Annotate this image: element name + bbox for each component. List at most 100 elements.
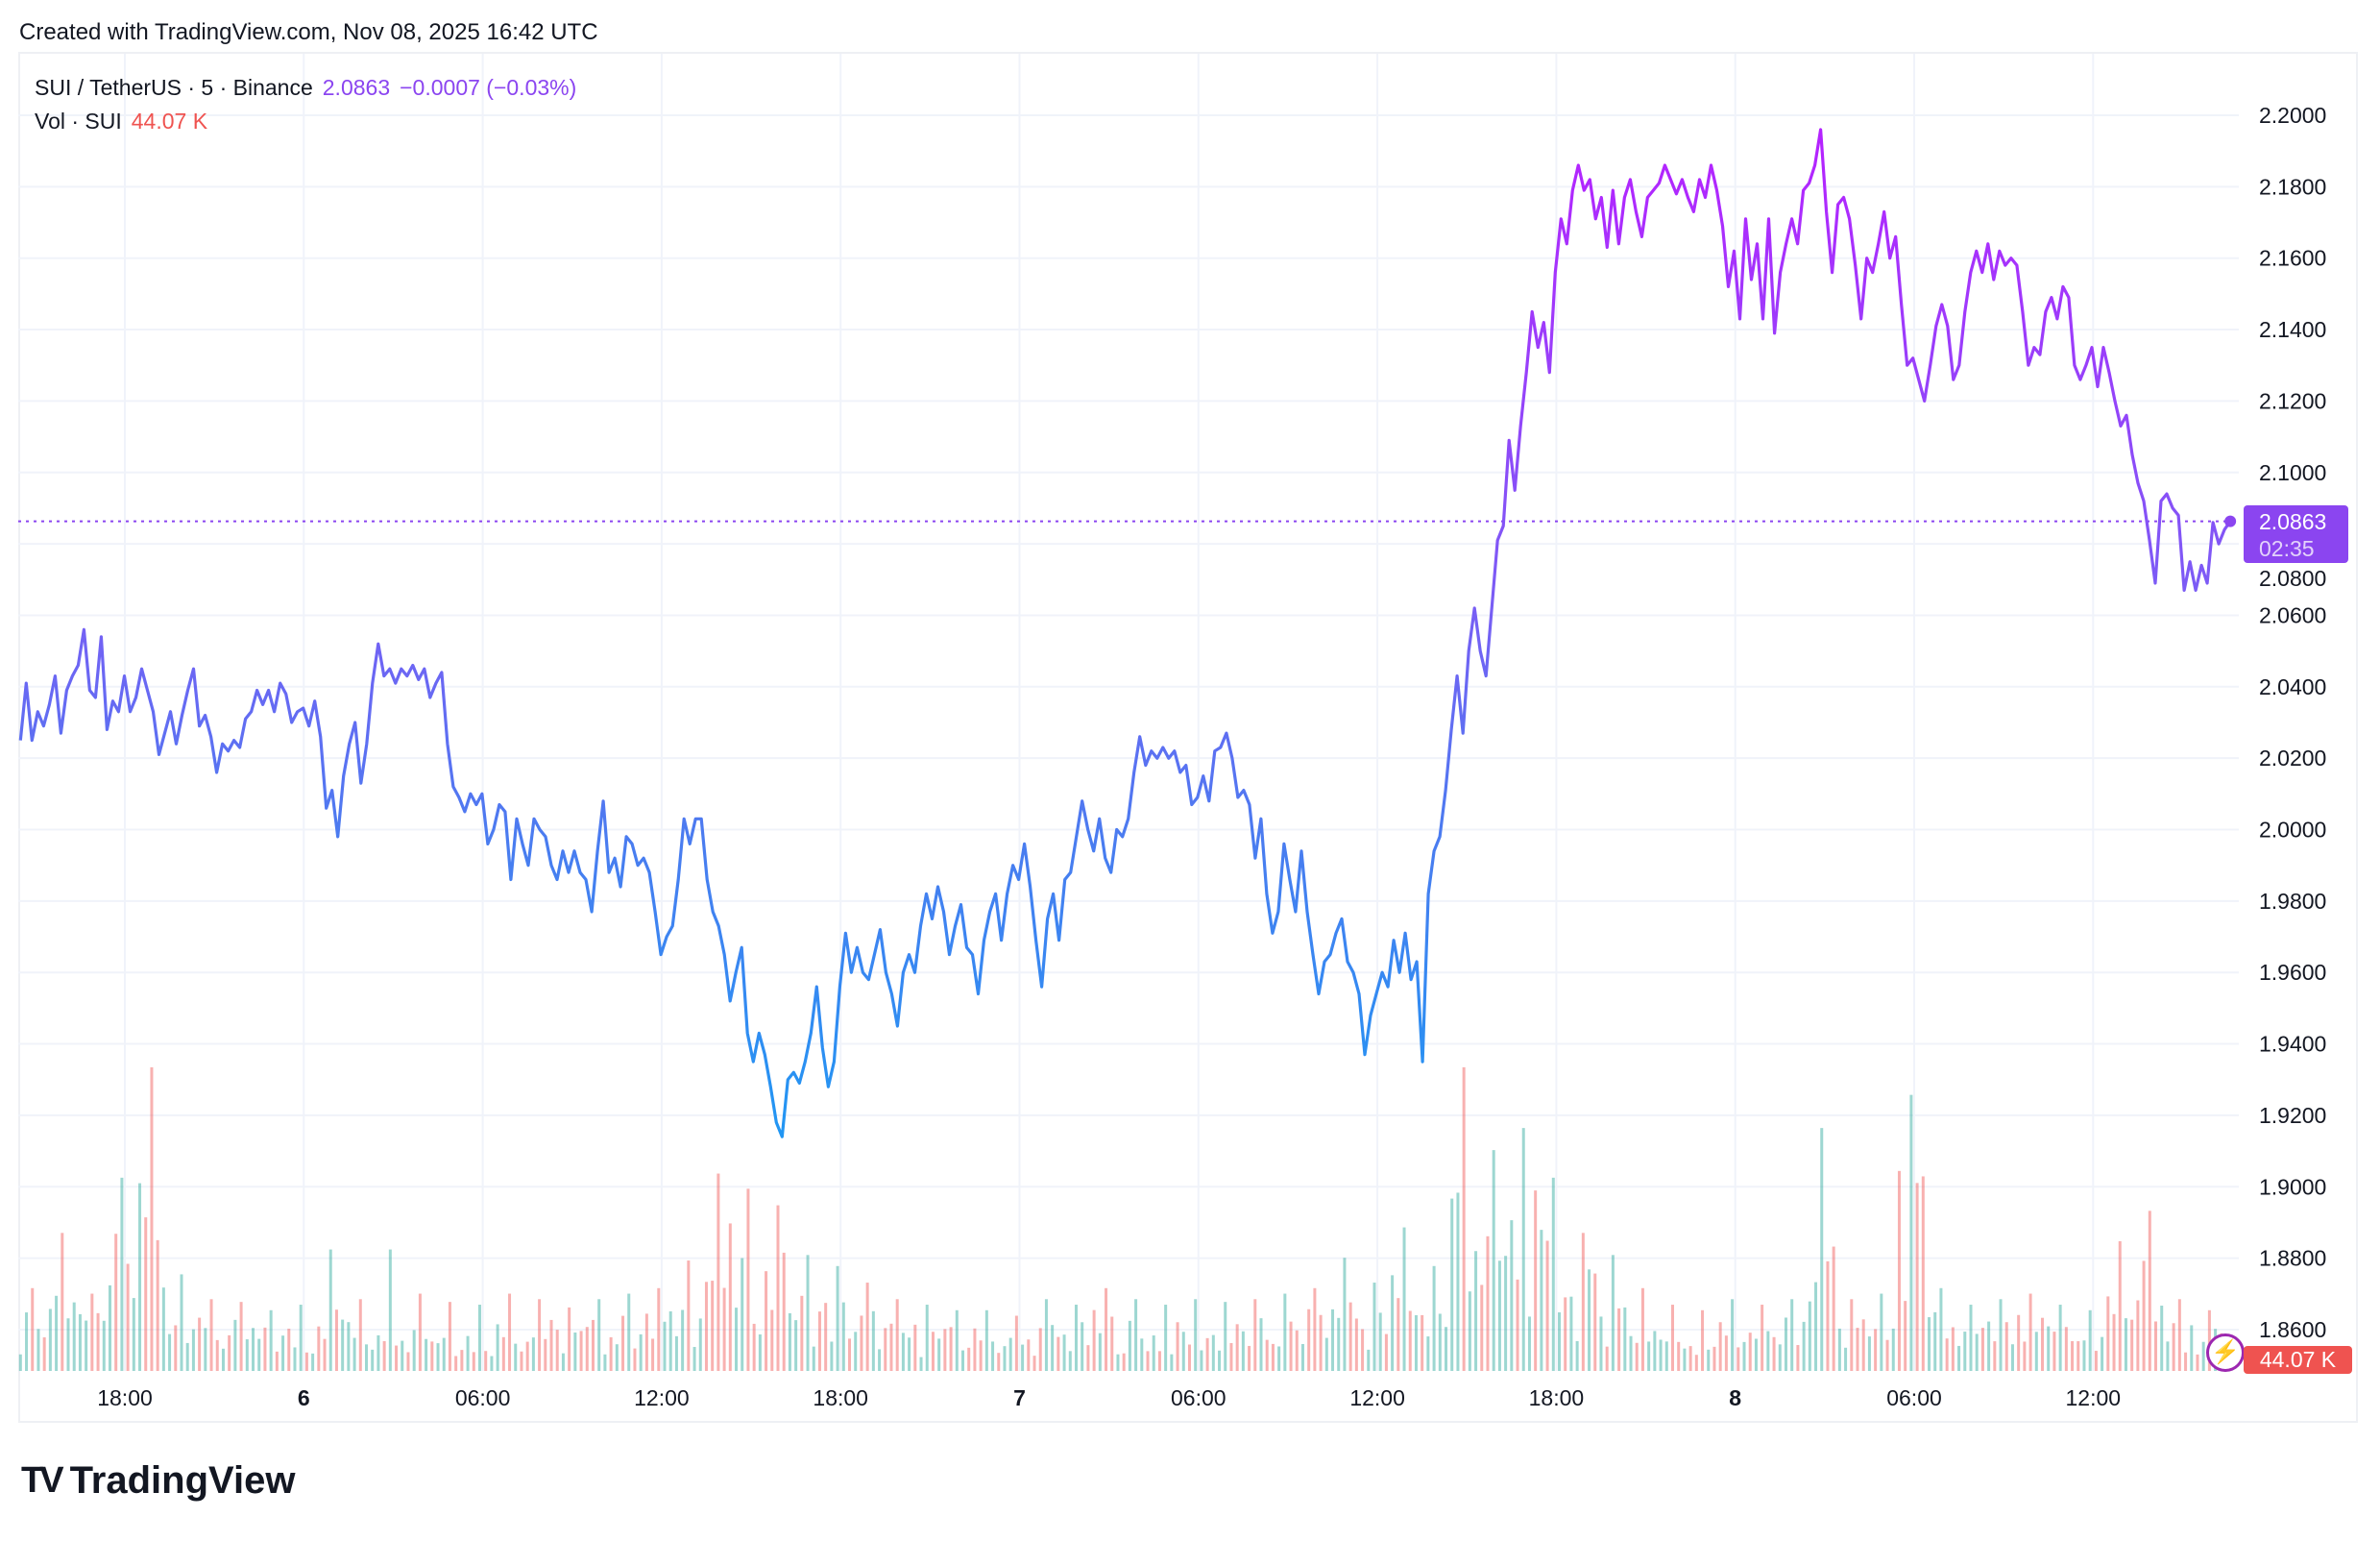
tradingview-logo[interactable]: TV TradingView — [21, 1458, 295, 1503]
price-axis[interactable]: 2.2000 2.1800 2.1600 2.1400 2.1200 2.1000 2.08… — [2259, 103, 2326, 1342]
time-tick-label: 06:00 — [1171, 1385, 1226, 1410]
volume-bar — [1957, 1345, 1961, 1371]
volume-bar — [1694, 1355, 1698, 1371]
volume-bar — [1993, 1341, 1997, 1371]
volume-bar — [436, 1343, 440, 1371]
volume-bar — [2118, 1240, 2122, 1371]
volume-bar — [448, 1302, 451, 1371]
volume-bar — [293, 1347, 297, 1371]
volume-bar — [1856, 1328, 1859, 1371]
volume-bar — [425, 1338, 428, 1371]
volume-bar — [365, 1344, 369, 1371]
volume-bar — [644, 1313, 648, 1371]
volume-bar — [1092, 1309, 1096, 1371]
volume-bar — [967, 1347, 971, 1371]
volume-bar — [1391, 1275, 1395, 1371]
time-tick-label: 6 — [298, 1385, 310, 1410]
volume-bar — [31, 1287, 35, 1371]
tradingview-logo-icon: TV — [21, 1459, 64, 1501]
volume-bar — [908, 1337, 911, 1371]
volume-bar — [221, 1348, 225, 1371]
volume-bar — [233, 1319, 237, 1371]
time-axis[interactable]: 18:00 6 06:00 12:00 18:00 7 06:00 12:00 18:00 8 06… — [97, 1385, 2121, 1410]
volume-bar — [257, 1338, 261, 1371]
volume-bar — [735, 1308, 739, 1371]
volume-bar — [1343, 1258, 1347, 1371]
time-tick-label: 7 — [1013, 1385, 1026, 1410]
volume-bar — [1832, 1246, 1835, 1371]
volume-bar — [765, 1271, 768, 1371]
volume-bar — [1211, 1334, 1215, 1371]
volume-bar — [1575, 1340, 1579, 1371]
volume-bar — [1921, 1176, 1925, 1371]
legend-symbol[interactable]: SUI / TetherUS · 5 · Binance — [35, 75, 313, 100]
volume-bar — [585, 1327, 589, 1371]
volume-bar — [466, 1335, 470, 1371]
volume-bar — [1289, 1321, 1293, 1371]
volume-bar — [1987, 1321, 1991, 1371]
volume-bar — [854, 1332, 858, 1371]
volume-bar — [1205, 1337, 1209, 1371]
volume-bar — [1098, 1333, 1102, 1371]
volume-bar — [758, 1333, 762, 1371]
volume-bar — [1421, 1314, 1424, 1371]
volume-bar — [639, 1333, 643, 1371]
volume-bar — [943, 1329, 947, 1371]
volume-bar — [1450, 1198, 1454, 1371]
volume-bar — [228, 1334, 231, 1371]
price-tick-label: 1.8600 — [2259, 1317, 2326, 1342]
time-tick-label: 12:00 — [634, 1385, 690, 1410]
volume-bar — [1670, 1305, 1674, 1371]
volume-bar — [806, 1255, 810, 1371]
volume-bar — [1820, 1128, 1824, 1371]
volume-bar — [1313, 1287, 1317, 1371]
volume-bar — [1038, 1328, 1042, 1371]
volume-bar — [1056, 1336, 1060, 1371]
volume-bar — [281, 1335, 285, 1371]
volume-bar — [889, 1323, 893, 1371]
price-tick-label: 2.2000 — [2259, 103, 2326, 128]
volume-bar — [1558, 1312, 1562, 1371]
legend-series: SUI / TetherUS · 5 · Binance 2.0863 −0.000… — [35, 71, 576, 105]
volume-bar — [2184, 1352, 2188, 1371]
volume-bar — [1796, 1345, 1800, 1371]
volume-bar — [531, 1337, 535, 1371]
volume-bar — [1474, 1251, 1478, 1371]
volume-bar — [561, 1353, 565, 1371]
volume-bar — [817, 1311, 821, 1371]
volume-bar — [1372, 1283, 1376, 1371]
volume-bar — [836, 1265, 839, 1371]
volume-bar — [2136, 1300, 2140, 1371]
volume-bar — [1867, 1336, 1871, 1371]
volume-bar — [138, 1183, 142, 1371]
volume-bar — [1277, 1346, 1281, 1371]
volume-bar — [1348, 1302, 1352, 1371]
volume-bar — [1736, 1347, 1740, 1371]
volume-bar — [150, 1066, 154, 1371]
volume-bar — [1324, 1337, 1328, 1371]
volume-bar — [1468, 1291, 1471, 1371]
volume-bar — [668, 1310, 672, 1371]
volume-bar — [1540, 1230, 1543, 1371]
volume-bar — [1551, 1177, 1555, 1371]
volume-bar — [36, 1329, 40, 1371]
volume-bar — [317, 1326, 321, 1371]
volume-bar — [1194, 1299, 1198, 1371]
volume-bar — [108, 1284, 111, 1371]
volume-bar — [1486, 1235, 1490, 1371]
legend-volume-label[interactable]: Vol · SUI — [35, 109, 122, 134]
volume-bar — [204, 1328, 207, 1371]
volume-bar — [728, 1223, 732, 1371]
volume-bar — [2023, 1341, 2027, 1371]
volume-bar — [185, 1342, 189, 1371]
volume-bar — [215, 1339, 219, 1371]
price-tick-label: 2.0600 — [2259, 602, 2326, 627]
volume-bar — [328, 1249, 332, 1371]
volume-bar — [848, 1338, 852, 1371]
volume-bar — [1271, 1343, 1275, 1371]
volume-bar — [239, 1302, 243, 1371]
lightning-icon[interactable]: ⚡ — [2206, 1333, 2245, 1372]
volume-bar — [347, 1322, 351, 1371]
volume-bar — [1456, 1192, 1460, 1371]
